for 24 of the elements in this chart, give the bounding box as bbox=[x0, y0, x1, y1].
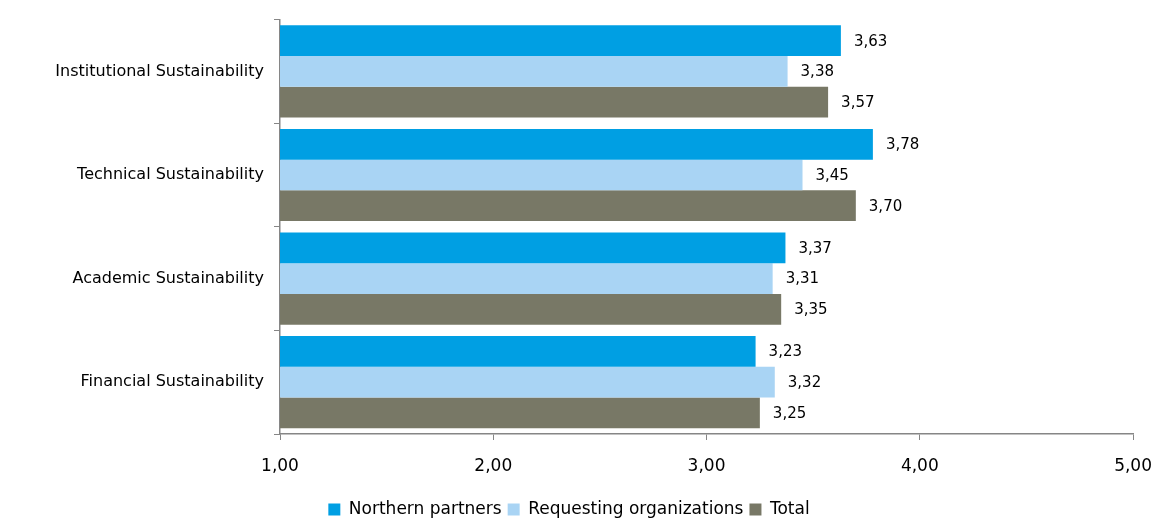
y-tick-label: Financial Sustainability bbox=[80, 371, 264, 391]
data-label: 3,70 bbox=[868, 196, 903, 215]
data-label: 3,31 bbox=[785, 269, 820, 288]
x-tick-label: 1,00 bbox=[261, 454, 299, 475]
y-tick-label: Institutional Sustainability bbox=[55, 60, 264, 80]
y-tick-label: Technical Sustainability bbox=[76, 164, 264, 184]
data-label: 3,78 bbox=[885, 135, 920, 154]
data-label: 3,35 bbox=[794, 300, 828, 319]
data-label: 3,25 bbox=[772, 403, 807, 422]
data-label: 3,38 bbox=[800, 62, 834, 81]
data-label: 3,23 bbox=[768, 342, 802, 361]
x-tick-label: 3,00 bbox=[687, 454, 726, 475]
y-tick-label: Academic Sustainability bbox=[72, 267, 264, 287]
data-label: 3,45 bbox=[815, 165, 849, 184]
data-label: 3,63 bbox=[853, 31, 888, 50]
x-tick-label: 2,00 bbox=[474, 454, 513, 475]
legend-label: Northern partners bbox=[348, 497, 502, 518]
data-label: 3,37 bbox=[798, 238, 832, 257]
x-tick-label: 4,00 bbox=[900, 454, 939, 475]
legend-label: Requesting organizations bbox=[528, 497, 744, 518]
data-label: 3,57 bbox=[841, 93, 875, 112]
data-label: 3,32 bbox=[787, 373, 822, 392]
legend-label: Total bbox=[768, 497, 810, 518]
x-tick-label: 5,00 bbox=[1114, 454, 1152, 475]
